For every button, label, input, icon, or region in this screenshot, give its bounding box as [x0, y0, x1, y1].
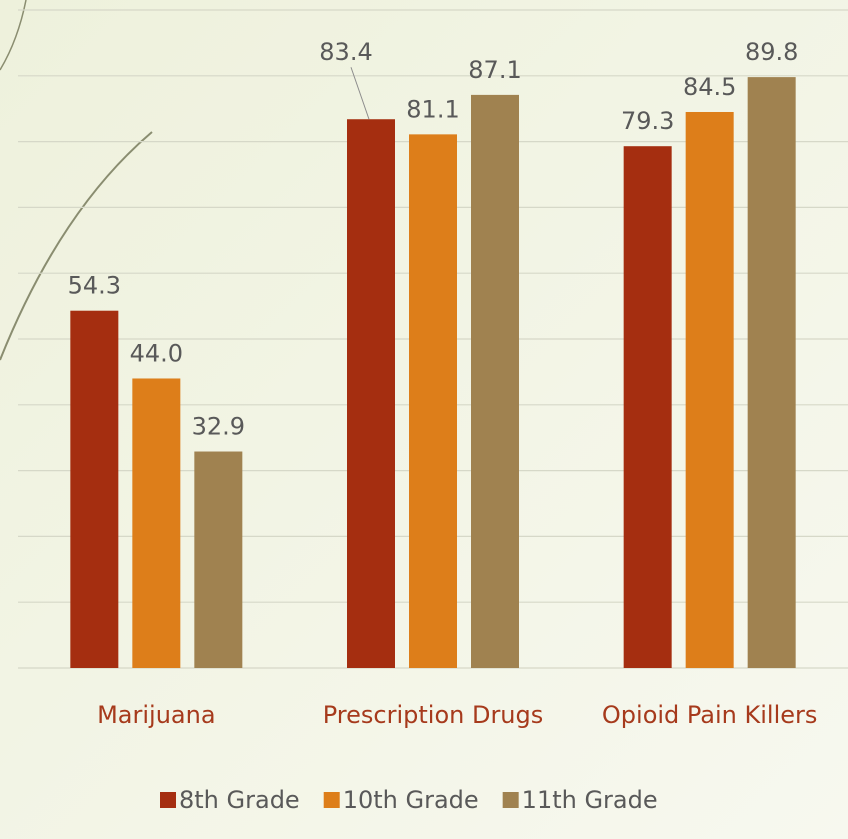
bars: 54.3 44.0 32.9 83.4 81.1 87.1 79.3 84.5 89.8	[68, 38, 798, 669]
data-label: 44.0	[130, 339, 183, 367]
data-label: 79.3	[621, 107, 674, 135]
legend-swatch	[502, 792, 519, 808]
bar	[471, 94, 519, 668]
legend-swatch	[323, 792, 340, 808]
leader-line	[350, 67, 370, 120]
bar	[132, 378, 181, 668]
bar	[194, 451, 243, 668]
bar	[623, 146, 672, 668]
decor-line	[0, 0, 27, 71]
legend: 8th Grade 10th Grade 11th Grade	[160, 786, 658, 814]
data-label: 89.8	[745, 38, 798, 66]
data-label: 81.1	[406, 95, 459, 123]
legend-swatch	[160, 792, 176, 808]
x-tick-label: Opioid Pain Killers	[602, 701, 818, 729]
data-label: 84.5	[683, 73, 736, 101]
bar	[409, 134, 457, 668]
bar	[70, 310, 119, 668]
bar	[747, 77, 796, 669]
data-label: 87.1	[468, 56, 521, 84]
legend-label: 8th Grade	[179, 786, 300, 814]
decor-line	[0, 131, 153, 361]
legend-label: 10th Grade	[343, 786, 479, 814]
bar	[685, 111, 734, 669]
data-label: 83.4	[319, 38, 372, 66]
data-label: 32.9	[192, 413, 245, 441]
x-tick-label: Marijuana	[97, 701, 215, 729]
x-tick-label: Prescription Drugs	[323, 701, 544, 729]
data-label: 54.3	[68, 272, 121, 300]
bar	[347, 119, 395, 668]
legend-label: 11th Grade	[522, 786, 658, 814]
